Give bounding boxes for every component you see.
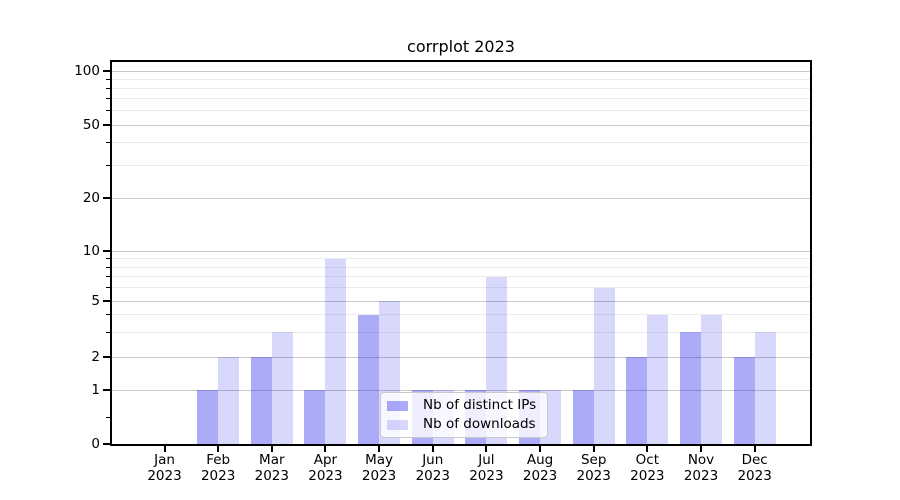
- major-gridline-20: [112, 197, 810, 199]
- x-tick-label-dec: Dec 2023: [737, 452, 772, 484]
- y-tick-label-1: 1: [91, 382, 100, 398]
- y-minor-tick-9: [106, 258, 112, 260]
- y-minor-tick-6: [106, 287, 112, 289]
- major-gridline-100: [112, 70, 810, 72]
- x-tick-oct: [646, 444, 649, 452]
- bar-downloads-nov: [701, 314, 722, 444]
- minor-gridline-6: [112, 287, 810, 289]
- bar-distinct-ips-nov: [680, 332, 701, 444]
- y-minor-tick-8: [106, 266, 112, 268]
- x-tick-nov: [700, 444, 702, 452]
- major-gridline-10: [112, 250, 810, 252]
- chart-title: corrplot 2023: [407, 37, 515, 56]
- x-tick-label-may: May 2023: [361, 452, 397, 484]
- legend: Nb of distinct IPs Nb of downloads: [380, 392, 549, 438]
- major-gridline-50: [112, 124, 810, 126]
- y-minor-tick-0.5: [106, 416, 112, 418]
- y-tick-label-100: 100: [74, 63, 100, 79]
- plot-area: 0 1 2 5 10 20 50 100 Jan 2023 Feb 2023 Mar 2023 Apr…: [74, 60, 812, 484]
- y-tick-1: [103, 389, 112, 391]
- minor-gridline-7: [112, 276, 810, 278]
- bar-distinct-ips-apr: [304, 390, 326, 444]
- y-minor-tick-7: [106, 276, 112, 278]
- x-tick-feb: [217, 444, 220, 452]
- y-tick-label-0: 0: [91, 436, 100, 452]
- x-tick-label-oct: Oct 2023: [630, 452, 665, 484]
- x-tick-mar: [270, 444, 273, 452]
- bar-downloads-sep: [593, 287, 615, 444]
- bar-downloads-apr: [325, 258, 347, 444]
- y-minor-tick-80: [106, 87, 112, 89]
- bar-distinct-ips-dec: [733, 357, 755, 444]
- y-tick-100: [103, 70, 112, 72]
- y-minor-tick-90: [106, 78, 112, 80]
- x-tick-label-jul: Jul 2023: [469, 452, 504, 484]
- y-tick-label-20: 20: [82, 190, 100, 206]
- legend-entry-distinct-ips: Nb of distinct IPs: [387, 398, 536, 413]
- y-tick-50: [103, 124, 112, 126]
- y-tick-label-5: 5: [91, 293, 100, 309]
- x-tick-apr: [324, 444, 327, 452]
- x-tick-label-apr: Apr 2023: [308, 452, 343, 484]
- y-minor-tick-4: [106, 314, 112, 316]
- x-tick-dec: [753, 444, 756, 452]
- y-tick-label-10: 10: [82, 243, 100, 259]
- minor-gridline-80: [112, 87, 810, 89]
- bar-distinct-ips-sep: [572, 390, 594, 444]
- legend-label-downloads: Nb of downloads: [423, 416, 536, 432]
- minor-gridline-70: [112, 98, 810, 100]
- x-tick-jun: [431, 444, 434, 452]
- legend-swatch-distinct-ips: [387, 400, 408, 411]
- x-tick-label-nov: Nov 2023: [683, 452, 719, 484]
- bar-distinct-ips-may: [358, 314, 380, 444]
- minor-gridline-9: [112, 258, 810, 260]
- major-gridline-2: [112, 356, 810, 358]
- x-tick-label-jan: Jan 2023: [147, 452, 182, 484]
- minor-gridline-40: [112, 142, 810, 144]
- x-tick-label-feb: Feb 2023: [200, 452, 236, 484]
- bar-downloads-feb: [218, 357, 240, 444]
- x-tick-sep: [592, 444, 595, 452]
- major-gridline-1: [112, 389, 810, 391]
- y-minor-tick-30: [106, 165, 112, 167]
- legend-entry-downloads: Nb of downloads: [387, 417, 536, 432]
- minor-gridline-3: [112, 331, 810, 333]
- x-tick-label-jun: Jun 2023: [415, 452, 450, 484]
- minor-gridline-90: [112, 78, 810, 80]
- x-tick-label-mar: Mar 2023: [254, 452, 289, 484]
- y-tick-0: [103, 443, 112, 445]
- major-gridline-5: [112, 300, 810, 302]
- x-tick-label-aug: Aug 2023: [522, 452, 558, 484]
- bar-downloads-oct: [647, 314, 669, 444]
- y-tick-20: [103, 197, 112, 199]
- y-tick-label-50: 50: [82, 117, 100, 133]
- bar-distinct-ips-mar: [250, 357, 272, 444]
- minor-gridline-60: [112, 110, 810, 112]
- y-tick-label-2: 2: [91, 349, 100, 365]
- x-tick-label-sep: Sep 2023: [576, 452, 611, 484]
- minor-gridline-30: [112, 165, 810, 167]
- bar-downloads-mar: [271, 332, 293, 444]
- y-minor-tick-40: [106, 142, 112, 144]
- x-tick-may: [378, 444, 381, 452]
- y-tick-10: [103, 250, 112, 252]
- minor-gridline-8: [112, 266, 810, 268]
- y-minor-tick-70: [106, 98, 112, 100]
- x-tick-jul: [485, 444, 488, 452]
- bar-distinct-ips-feb: [197, 390, 219, 444]
- x-tick-aug: [539, 444, 542, 452]
- x-tick-jan: [163, 444, 166, 452]
- bar-downloads-dec: [754, 332, 776, 444]
- y-tick-2: [103, 356, 112, 358]
- legend-label-distinct-ips: Nb of distinct IPs: [423, 397, 537, 413]
- legend-swatch-downloads: [387, 419, 408, 430]
- minor-gridline-4: [112, 314, 810, 316]
- y-minor-tick-3: [106, 331, 112, 333]
- bar-distinct-ips-oct: [626, 357, 648, 444]
- y-tick-5: [103, 300, 112, 302]
- y-minor-tick-60: [106, 110, 112, 112]
